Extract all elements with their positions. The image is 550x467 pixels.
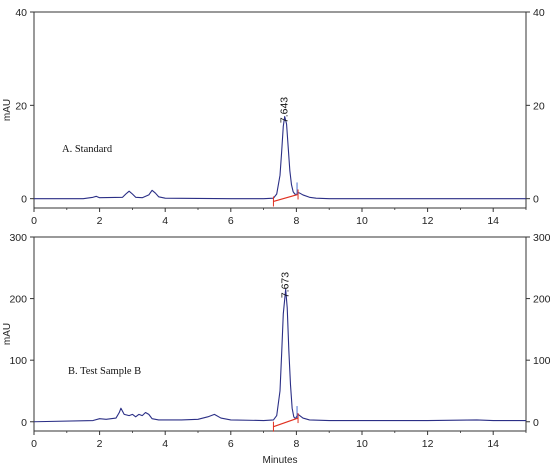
chart-0-peak-retention-label: 7.643 [279,97,291,123]
chart-1-y-left-tick-label: 0 [21,417,27,429]
chart-1-integration-baseline [273,417,299,428]
chart-panel-standard: 0 2 4 6 8 10 12 14 0 20 40 0 20 40 mAU 7.643 A. Standard [2,7,545,227]
chart-1-y-right-tick-label: 0 [533,417,539,429]
chart-panel-test-sample-b: 0 2 4 6 8 10 12 14 0 100 200 300 0 100 200 300 mAU Minute… [2,232,550,466]
chart-0-x-tick-label: 12 [422,215,434,227]
chart-1-plot-frame [33,236,527,432]
chart-0-y-right-tick-label: 20 [533,100,545,112]
chart-1-x-tick-label: 10 [356,438,368,450]
chart-0-y-left-tick-label: 40 [15,7,27,19]
chart-0-y-right-tick-label: 0 [533,194,539,206]
chart-1-x-tick-label: 2 [97,438,103,450]
chart-1-series-line [33,288,526,423]
chart-0-x-tick-label: 10 [356,215,368,227]
chart-0-panel-annotation: A. Standard [62,144,113,155]
chart-1-x-tick-label: 14 [487,438,499,450]
chart-0-x-tick-label: 6 [228,215,234,227]
chart-1-y-right-tick-label: 100 [533,355,550,367]
chart-0-y-right-tick-label: 40 [533,7,545,19]
chart-1-x-tick-label: 4 [162,438,168,450]
chart-1-y-left-tick-label: 200 [9,294,27,306]
chart-0-integration-baseline [273,193,299,203]
chart-1-panel-annotation: B. Test Sample B [68,366,141,377]
chart-1-x-tick-label: 12 [422,438,434,450]
chart-1-y-axis-title: mAU [2,323,13,345]
chart-0-x-tick-label: 4 [162,215,168,227]
chart-1-y-left-tick-label: 100 [9,355,27,367]
chart-1-x-tick-label: 0 [31,438,37,450]
chart-1-y-left-tick-label: 300 [9,232,27,244]
chart-1-y-right-tick-label: 300 [533,232,550,244]
chart-0-x-tick-label: 0 [31,215,37,227]
chart-0-x-tick-label: 14 [487,215,499,227]
chart-1-x-tick-label: 8 [293,438,299,450]
chart-0-x-tick-label: 8 [293,215,299,227]
chart-0-y-left-tick-label: 20 [15,100,27,112]
chart-1-y-right-tick-label: 200 [533,294,550,306]
chart-1-peak-retention-label: 7.673 [280,272,292,298]
chart-1-x-axis-title: Minutes [262,455,297,466]
chart-0-y-axis-title: mAU [2,99,13,121]
chart-0-plot-frame [33,11,527,209]
chart-1-x-tick-label: 6 [228,438,234,450]
chart-0-series-line [34,115,526,200]
chart-0-y-left-tick-label: 0 [21,194,27,206]
chart-0-x-tick-label: 2 [97,215,103,227]
